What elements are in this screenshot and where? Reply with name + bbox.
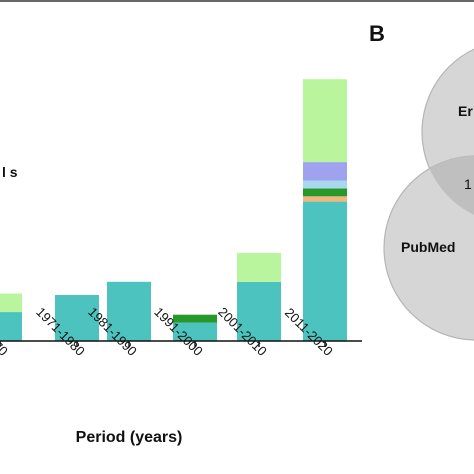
venn-label-pubmed: PubMed: [401, 239, 455, 255]
bar-2001-2010-segment-5: [237, 252, 281, 282]
bar-2011-2020-segment-0: [303, 201, 347, 341]
bar-2011-2020-segment-2: [303, 188, 347, 197]
bar-1961-1970-segment-0: [0, 312, 22, 341]
bar-1991-2000-segment-2: [173, 314, 217, 323]
legend-label-fragment: l s: [2, 164, 18, 180]
bars-group: [0, 79, 347, 341]
venn-label-top-fragment: Er: [458, 103, 473, 119]
bar-2001-2010-segment-0: [237, 281, 281, 341]
x-ticks-group: [0, 341, 326, 347]
bar-2011-2020-segment-4: [303, 162, 347, 181]
bar-2011-2020-segment-1: [303, 196, 347, 202]
bar-1991-2000-segment-0: [173, 322, 217, 341]
bar-2011-2020-segment-5: [303, 79, 347, 163]
bar-2011-2020-segment-3: [303, 180, 347, 189]
bar-chart-panel: 1961-19701971-19801981-19901991-20002001…: [0, 79, 362, 446]
venn-overlap-region: [429, 156, 474, 215]
panel-label-b: B: [369, 21, 385, 46]
bar-1971-1980-segment-0: [55, 295, 99, 341]
bar-1961-1970-segment-5: [0, 293, 22, 312]
venn-circle-pubmed: [383, 155, 474, 341]
x-axis-title: Period (years): [76, 429, 183, 446]
venn-diagram-panel: B Er 1 PubMed: [369, 21, 474, 341]
bar-1981-1990-segment-0: [107, 281, 151, 341]
x-tick-labels-group: 1961-19701971-19801981-19901991-20002001…: [0, 304, 336, 359]
venn-overlap-count-fragment: 1: [464, 176, 472, 192]
